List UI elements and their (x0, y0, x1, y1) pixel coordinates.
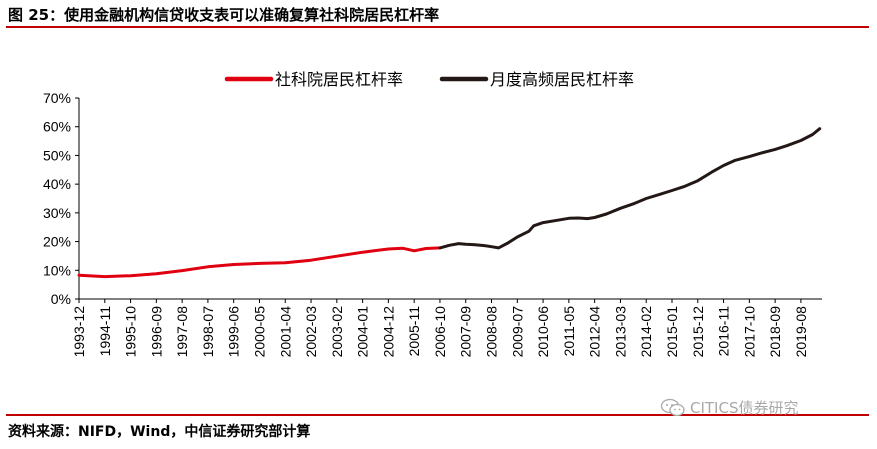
y-tick-label: 70% (43, 90, 71, 106)
x-tick-label: 1994-11 (97, 306, 113, 357)
x-tick-label: 2007-09 (458, 306, 474, 358)
y-tick-label: 10% (43, 262, 71, 278)
x-tick-label: 1997-08 (174, 306, 190, 358)
y-tick-label: 60% (43, 119, 71, 135)
x-tick-label: 2016-11 (716, 306, 732, 357)
x-tick-label: 2019-08 (793, 306, 809, 358)
x-tick-label: 1993-12 (71, 306, 87, 358)
x-tick-label: 2018-09 (767, 306, 783, 358)
x-tick-label: 1996-09 (148, 306, 164, 358)
y-tick-label: 20% (43, 234, 71, 250)
figure-title: 图 25：使用金融机构信贷收支表可以准确复算社科院居民杠杆率 (8, 6, 440, 24)
legend-label-2: 月度高频居民杠杆率 (490, 70, 634, 89)
x-tick-label: 1999-06 (226, 306, 242, 358)
legend: 社科院居民杠杆率 月度高频居民杠杆率 (224, 70, 634, 89)
watermark: CITICS债券研究 (660, 397, 798, 418)
x-axis: 1993-12 1994-11 1995-10 1996-09 1997-08 1998-… (71, 298, 822, 358)
x-tick-label: 1998-07 (200, 306, 216, 358)
y-tick-label: 0% (51, 291, 71, 307)
x-tick-label: 2010-06 (535, 306, 551, 358)
x-tick-label: 2013-03 (612, 306, 628, 358)
series-layer (77, 127, 822, 279)
x-tick-label: 1995-10 (123, 306, 139, 358)
source-note: 资料来源：NIFD，Wind，中信证券研究部计算 (8, 424, 311, 440)
x-tick-label: 2015-01 (664, 306, 680, 358)
x-tick-label: 2005-11 (406, 306, 422, 357)
y-tick-label: 50% (43, 147, 71, 163)
x-tick-label: 2017-10 (741, 306, 757, 358)
series-line-2 (438, 127, 822, 250)
series-line-1 (77, 246, 442, 279)
x-tick-label: 2004-01 (355, 306, 371, 358)
x-tick-label: 2002-03 (303, 306, 319, 358)
y-tick-label: 30% (43, 205, 71, 221)
y-axis: 0% 10% 20% 30% 40% 50% 60% 70% (43, 90, 80, 307)
legend-label-1: 社科院居民杠杆率 (275, 70, 403, 89)
x-tick-label: 2012-04 (587, 306, 603, 358)
bottom-divider (6, 414, 869, 416)
x-tick-label: 2008-08 (484, 306, 500, 358)
x-tick-label: 2009-07 (509, 306, 525, 358)
line-chart: 0%10%20%30%40%50%60%70% 1993-12 1994-11 19… (43, 70, 822, 358)
watermark-text: CITICS债券研究 (690, 399, 799, 417)
x-tick-label: 2001-04 (277, 306, 293, 358)
x-tick-label: 2006-10 (432, 306, 448, 358)
x-tick-label: 2011-05 (561, 306, 577, 357)
top-divider (6, 26, 869, 28)
x-tick-label: 2000-05 (251, 306, 267, 358)
x-tick-label: 2003-02 (329, 306, 345, 358)
x-tick-label: 2014-02 (638, 306, 654, 358)
wechat-icon (660, 398, 685, 416)
y-tick-label: 40% (43, 176, 71, 192)
x-tick-label: 2015-12 (690, 306, 706, 358)
x-tick-label: 2004-12 (380, 306, 396, 358)
